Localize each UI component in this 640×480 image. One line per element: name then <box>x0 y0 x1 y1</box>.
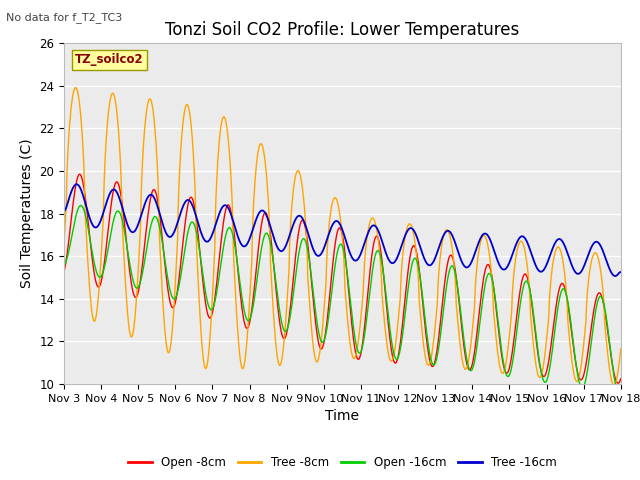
Tree -16cm <box>60 208 68 214</box>
Tree -8cm <box>378 271 385 276</box>
Open -16cm <box>60 263 68 269</box>
Open -8cm <box>614 380 622 386</box>
Tree -8cm <box>104 120 111 126</box>
Line: Tree -8cm: Tree -8cm <box>64 87 621 385</box>
Tree -16cm <box>318 249 326 255</box>
Line: Open -8cm: Open -8cm <box>64 174 621 383</box>
Tree -16cm <box>126 228 134 233</box>
Open -16cm <box>104 250 111 255</box>
Tree -16cm <box>308 243 316 249</box>
Open -16cm <box>378 256 385 262</box>
Open -8cm <box>126 272 134 277</box>
Tree -16cm <box>297 213 305 219</box>
Text: No data for f_T2_TC3: No data for f_T2_TC3 <box>6 12 123 23</box>
Tree -8cm <box>318 328 326 334</box>
Open -16cm <box>617 390 625 396</box>
Tree -8cm <box>72 84 79 90</box>
Text: TZ_soilco2: TZ_soilco2 <box>75 53 144 66</box>
Tree -8cm <box>611 383 618 388</box>
Tree -8cm <box>60 241 68 247</box>
Open -8cm <box>308 285 316 291</box>
Open -8cm <box>60 269 68 275</box>
Legend: Open -8cm, Tree -8cm, Open -16cm, Tree -16cm: Open -8cm, Tree -8cm, Open -16cm, Tree -… <box>124 451 561 474</box>
Tree -16cm <box>617 269 625 275</box>
Open -16cm <box>126 263 134 269</box>
Open -16cm <box>616 391 623 397</box>
Tree -8cm <box>126 331 134 337</box>
Line: Tree -16cm: Tree -16cm <box>64 184 621 276</box>
X-axis label: Time: Time <box>325 409 360 423</box>
Open -8cm <box>318 345 326 351</box>
Tree -8cm <box>297 174 305 180</box>
Tree -16cm <box>378 236 385 241</box>
Open -16cm <box>308 280 316 286</box>
Y-axis label: Soil Temperatures (C): Soil Temperatures (C) <box>20 139 34 288</box>
Open -8cm <box>104 233 111 239</box>
Tree -16cm <box>73 181 81 187</box>
Tree -16cm <box>104 197 111 203</box>
Open -8cm <box>617 376 625 382</box>
Line: Open -16cm: Open -16cm <box>64 205 621 394</box>
Tree -8cm <box>308 333 316 338</box>
Tree -16cm <box>611 273 619 279</box>
Title: Tonzi Soil CO2 Profile: Lower Temperatures: Tonzi Soil CO2 Profile: Lower Temperatur… <box>165 21 520 39</box>
Open -16cm <box>297 242 305 248</box>
Open -8cm <box>378 252 385 257</box>
Open -8cm <box>297 220 305 226</box>
Open -16cm <box>318 339 326 345</box>
Tree -8cm <box>617 346 625 352</box>
Open -16cm <box>77 203 84 208</box>
Open -8cm <box>76 171 83 177</box>
